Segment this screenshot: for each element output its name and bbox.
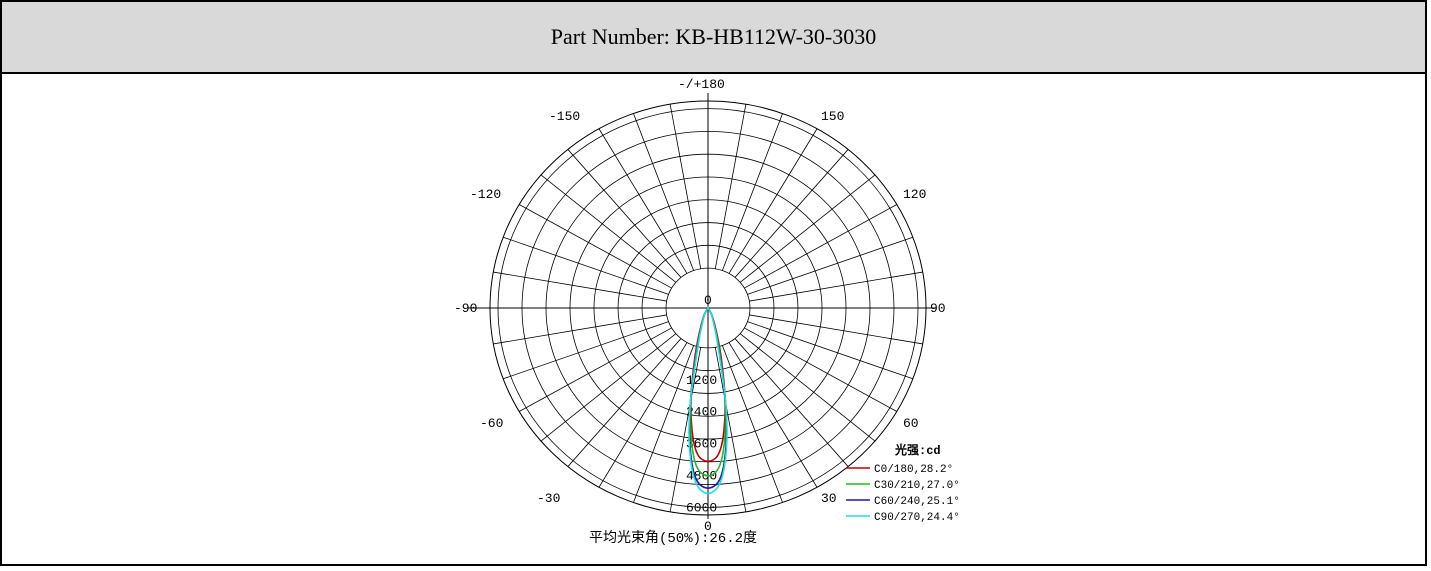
- polar-spoke: [739, 174, 876, 283]
- polar-spoke: [519, 204, 672, 289]
- polar-spoke: [493, 271, 667, 302]
- polar-spoke: [747, 321, 913, 380]
- polar-spoke: [749, 314, 923, 345]
- part-number-title: Part Number: KB-HB112W-30-3030: [550, 24, 877, 49]
- polar-light-distribution-chart: -/+180 150 120 90 60 30 0 -30 -60 -90 -120 -150 0 120…: [454, 77, 960, 547]
- polar-spoke: [633, 113, 695, 271]
- angle-label: -/+180: [678, 77, 725, 92]
- chart-area: -/+180 150 120 90 60 30 0 -30 -60 -90 -120 -150 0 120…: [2, 74, 1425, 564]
- radial-tick-label: 4800: [686, 468, 717, 483]
- polar-spoke: [567, 338, 682, 467]
- polar-spoke: [728, 342, 818, 488]
- polar-spoke: [728, 128, 818, 274]
- polar-spoke: [633, 345, 695, 503]
- polar-spoke: [744, 204, 897, 289]
- polar-spoke: [747, 236, 913, 295]
- angle-label: -90: [454, 301, 477, 316]
- radial-tick-label: 1200: [686, 373, 717, 388]
- polar-spoke: [721, 345, 783, 503]
- radial-tick-label: 2400: [686, 405, 717, 420]
- angle-label: -60: [480, 416, 503, 431]
- polar-spoke: [598, 128, 688, 274]
- polar-spoke: [749, 271, 923, 302]
- polar-spoke: [519, 327, 672, 412]
- angle-label: 120: [903, 187, 926, 202]
- angle-label: 0: [704, 519, 712, 534]
- polar-spoke: [493, 314, 667, 345]
- angle-label: 30: [821, 491, 837, 506]
- polar-spoke: [669, 347, 702, 512]
- angle-label: -120: [470, 187, 501, 202]
- polar-spoke: [503, 321, 669, 380]
- angle-label: 60: [903, 416, 919, 431]
- angle-label: 150: [821, 109, 844, 124]
- legend-title: 光强:cd: [894, 442, 941, 458]
- legend-entry: C90/270,24.4°: [874, 512, 960, 524]
- polar-spoke: [503, 236, 669, 295]
- polar-spoke: [744, 327, 897, 412]
- radial-tick-label: 6000: [686, 500, 717, 515]
- radial-tick-label: 0: [704, 293, 712, 308]
- polar-spoke: [598, 342, 688, 488]
- polar-spoke: [669, 104, 702, 269]
- beam-angle-caption: 平均光束角(50%):26.2度: [589, 530, 757, 547]
- polar-spoke: [734, 149, 849, 278]
- polar-spoke: [540, 174, 677, 283]
- angle-label: -30: [537, 491, 560, 506]
- legend-entry: C30/210,27.0°: [874, 480, 960, 492]
- legend-entry: C60/240,25.1°: [874, 496, 960, 508]
- legend-entry: C0/180,28.2°: [874, 464, 953, 476]
- polar-spoke: [714, 104, 747, 269]
- part-number-header: Part Number: KB-HB112W-30-3030: [2, 2, 1425, 74]
- polar-spoke: [540, 333, 677, 442]
- angle-label: 90: [930, 301, 946, 316]
- polar-spoke: [567, 149, 682, 278]
- series-curve: [688, 306, 728, 495]
- angle-label: -150: [549, 109, 580, 124]
- polar-spoke: [721, 113, 783, 271]
- polar-spoke: [734, 338, 849, 467]
- polar-spoke: [739, 333, 876, 442]
- polar-spoke: [714, 347, 747, 512]
